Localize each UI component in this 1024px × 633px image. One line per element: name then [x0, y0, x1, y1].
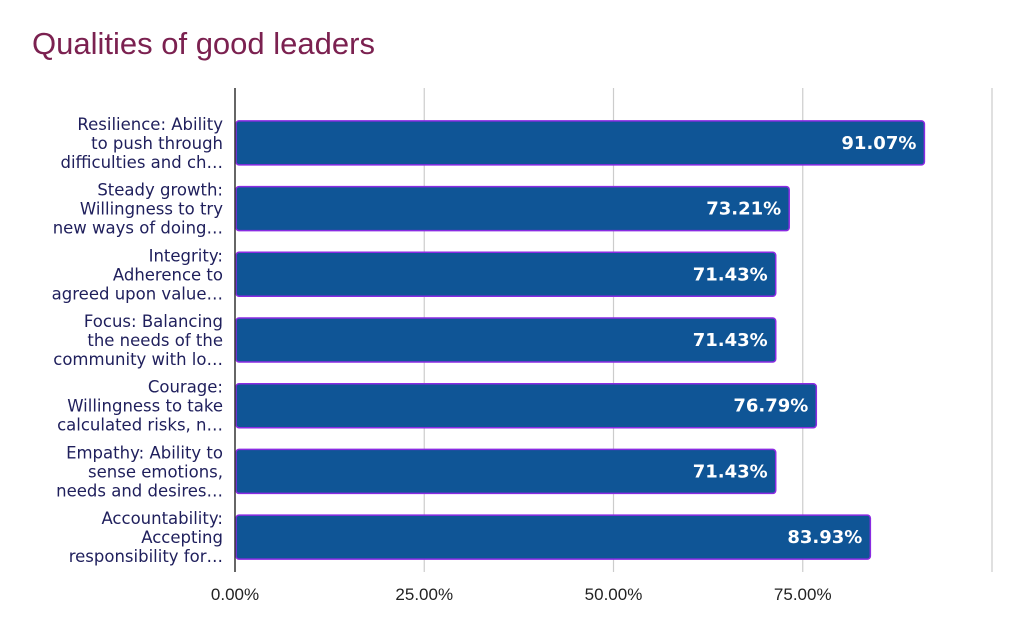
bar-value-label: 71.43% — [693, 330, 768, 351]
category-label: Resilience: Ability to push through diffic… — [61, 115, 224, 172]
category-label: Steady growth: Willingness to try new ways… — [53, 181, 224, 238]
x-tick-labels: 0.00% 25.00% 50.00% 75.00% — [211, 585, 832, 604]
category-labels: Resilience: Ability to push through diffic… — [52, 115, 224, 566]
bar — [235, 251, 777, 298]
category-label: Courage: Willingness to take calculated ri… — [57, 378, 223, 435]
bar-value-label: 83.93% — [787, 527, 862, 548]
x-tick-label: 0.00% — [211, 585, 259, 604]
bar — [235, 185, 790, 232]
category-label: Integrity: Adherence to agreed upon value… — [52, 246, 223, 303]
bar-value-label: 76.79% — [733, 396, 808, 417]
chart-title: Qualities of good leaders — [32, 26, 375, 61]
bar — [235, 448, 777, 495]
bar-value-label: 71.43% — [693, 264, 768, 285]
x-tick-label: 75.00% — [774, 585, 832, 604]
bar — [235, 382, 818, 429]
bar-value-label: 91.07% — [841, 133, 916, 154]
bar-value-label: 73.21% — [706, 199, 781, 220]
category-label: Accountability: Accepting responsibility f… — [69, 509, 223, 566]
bar-value-label: 71.43% — [693, 461, 768, 482]
x-tick-label: 25.00% — [395, 585, 453, 604]
bar — [235, 514, 872, 560]
bars: 91.07% 73.21% 71.43% 71.43% 76.79% 71.43% 83.9… — [235, 120, 926, 560]
category-label: Focus: Balancing the needs of the communit… — [53, 312, 223, 369]
x-tick-label: 50.00% — [585, 585, 643, 604]
bar — [235, 317, 777, 363]
category-label: Empathy: Ability to sense emotions, needs … — [56, 443, 223, 500]
bar — [235, 120, 926, 166]
